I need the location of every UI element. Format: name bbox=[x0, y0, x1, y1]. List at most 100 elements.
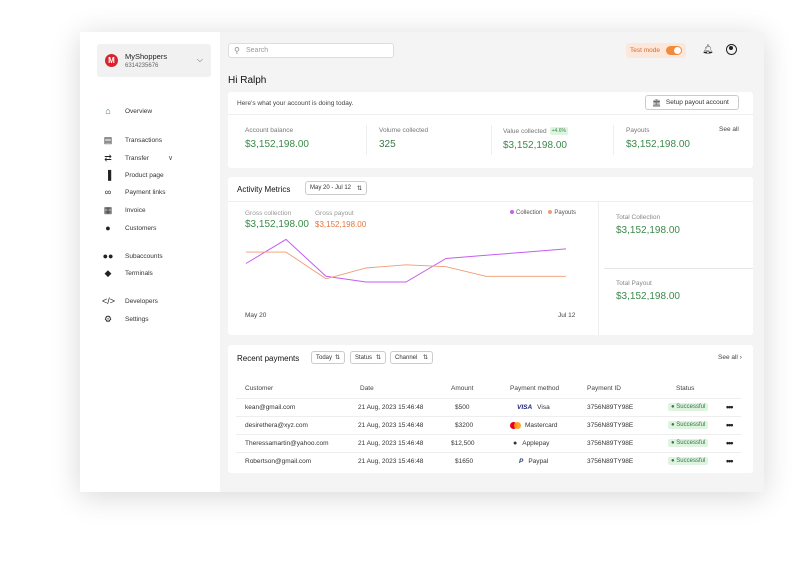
status-badge: ● Successful bbox=[668, 403, 709, 411]
legend-label: Collection bbox=[516, 210, 543, 216]
more-options-icon[interactable]: ••• bbox=[726, 456, 734, 466]
see-all-link[interactable]: See all bbox=[719, 126, 739, 133]
payment-method-label: Applepay bbox=[522, 440, 550, 447]
payment-method-label: Visa bbox=[537, 404, 550, 411]
layers-icon: ◆ bbox=[104, 267, 112, 278]
search-input[interactable]: ⚲ Search bbox=[228, 43, 394, 58]
bell-icon[interactable]: 🔔︎ bbox=[702, 44, 714, 54]
sidebar-item-subaccounts[interactable]: ●● Subaccounts bbox=[102, 249, 212, 263]
sidebar-item-label: Developers bbox=[125, 297, 158, 305]
filter-status[interactable]: Status ⇅ bbox=[350, 351, 386, 364]
test-mode-toggle[interactable]: Test mode bbox=[626, 43, 686, 58]
stat-label-row: Value collected +4.6% bbox=[503, 127, 568, 135]
series-line-payouts bbox=[246, 251, 566, 280]
sidebar-item-payment-links[interactable]: ∞ Payment links bbox=[102, 185, 212, 199]
sidebar-item-label: Product page bbox=[125, 171, 164, 179]
legend-item-collection: Collection bbox=[510, 210, 542, 216]
status-text: Successful bbox=[676, 440, 706, 446]
sort-arrows-icon: ⇅ bbox=[356, 185, 362, 192]
sidebar-item-label: Subaccounts bbox=[125, 252, 163, 260]
visa-logo: VISA bbox=[517, 404, 533, 411]
status-badge: ● Successful bbox=[668, 439, 709, 447]
filter-label: Today bbox=[316, 354, 333, 361]
stat-label: Volume collected bbox=[379, 127, 429, 134]
x-axis-label-end: Jul 12 bbox=[558, 312, 576, 319]
more-options-icon[interactable]: ••• bbox=[726, 420, 734, 430]
more-options-icon[interactable]: ••• bbox=[726, 438, 734, 448]
sort-arrows-icon: ⇅ bbox=[334, 355, 340, 361]
legend-item-payouts: Payouts bbox=[548, 210, 576, 216]
toggle-switch[interactable] bbox=[666, 46, 682, 55]
activity-metrics-card: Activity Metrics May 20 - Jul 12 ⇅ Gross… bbox=[228, 177, 753, 335]
code-icon: </> bbox=[102, 296, 116, 306]
apple-icon: ● bbox=[513, 440, 518, 447]
payment-date: 21 Aug, 2023 15:46:48 bbox=[358, 422, 424, 429]
total-payout: Total Payout $3,152,198.00 bbox=[616, 280, 680, 302]
paypal-icon: P bbox=[519, 458, 524, 465]
chart-legend: Collection Payouts bbox=[510, 210, 576, 216]
column-header: Payment ID bbox=[587, 385, 621, 392]
sidebar-item-label: Settings bbox=[125, 315, 149, 323]
date-range-select[interactable]: May 20 - Jul 12 ⇅ bbox=[305, 181, 367, 195]
sidebar-item-overview[interactable]: ⌂ Overview bbox=[102, 104, 212, 118]
filter-today[interactable]: Today ⇅ bbox=[311, 351, 345, 364]
gross-payout-value: $3,152,198.00 bbox=[315, 220, 367, 229]
table-row[interactable]: Theressamartin@yahoo.com 21 Aug, 2023 15… bbox=[236, 434, 741, 452]
divider bbox=[604, 268, 753, 269]
stat-value: $3,152,198.00 bbox=[245, 139, 309, 150]
total-collection: Total Collection $3,152,198.00 bbox=[616, 214, 680, 236]
sidebar-item-label: Terminals bbox=[125, 269, 153, 277]
sidebar-item-invoice[interactable]: ▦ Invoice bbox=[102, 203, 212, 217]
sidebar-item-transfer[interactable]: ⇄ Transfer ∨ bbox=[102, 151, 212, 165]
payment-method: VISA Visa bbox=[517, 404, 550, 411]
payment-id: 3756N89TY98E bbox=[587, 458, 634, 465]
table-row[interactable]: Robertson@gmail.com 21 Aug, 2023 15:46:4… bbox=[236, 452, 741, 470]
sidebar-item-developers[interactable]: </> Developers bbox=[102, 294, 212, 308]
filter-channel[interactable]: Channel ⇅ bbox=[390, 351, 433, 364]
sidebar-item-customers[interactable]: ● Customers bbox=[102, 221, 212, 235]
status-badge: ● Successful bbox=[668, 421, 709, 429]
sidebar-item-transactions[interactable]: ▤ Transactions bbox=[102, 133, 212, 147]
sidebar-item-settings[interactable]: ⚙ Settings bbox=[102, 312, 212, 326]
date-range-value: May 20 - Jul 12 bbox=[310, 185, 352, 191]
column-header: Amount bbox=[451, 385, 474, 392]
sidebar-item-label: Overview bbox=[125, 107, 153, 115]
see-all-label: See all bbox=[718, 354, 738, 361]
account-summary-card: Here's what your account is doing today.… bbox=[228, 92, 753, 168]
sidebar-item-label: Transactions bbox=[125, 136, 162, 144]
see-all-payments-link[interactable]: See all › bbox=[718, 354, 742, 361]
divider bbox=[491, 125, 492, 155]
setup-payout-button[interactable]: 🏛︎ Setup payout account bbox=[645, 95, 739, 110]
payment-date: 21 Aug, 2023 15:46:48 bbox=[358, 440, 424, 447]
org-switcher[interactable]: M MyShoppers 6314235676 ⌵ bbox=[97, 44, 211, 77]
payment-id: 3756N89TY98E bbox=[587, 404, 634, 411]
sidebar-item-label: Payment links bbox=[125, 188, 166, 196]
status-label: ● Successful bbox=[668, 457, 709, 465]
test-mode-label: Test mode bbox=[630, 47, 660, 54]
payment-amount: $500 bbox=[455, 404, 470, 411]
gross-payout-label: Gross payout bbox=[315, 210, 354, 217]
status-badge: ● Successful bbox=[668, 457, 709, 465]
stat-label: Value collected bbox=[503, 127, 547, 135]
stat-payouts: Payouts $3,152,198.00 bbox=[626, 127, 690, 157]
customer-email: Theressamartin@yahoo.com bbox=[245, 440, 329, 447]
stat-label: Payouts bbox=[626, 127, 650, 134]
divider bbox=[598, 201, 599, 335]
sidebar-item-label: Transfer bbox=[125, 154, 149, 162]
gross-payout: Gross payout $3,152,198.00 bbox=[315, 210, 366, 229]
table-row[interactable]: desirethera@xyz.com 21 Aug, 2023 15:46:4… bbox=[236, 416, 741, 434]
sidebar-item-terminals[interactable]: ◆ Terminals bbox=[102, 266, 212, 280]
customer-email: kean@gmail.com bbox=[245, 404, 296, 411]
user-avatar-icon[interactable] bbox=[726, 44, 737, 55]
sidebar-item-product-page[interactable]: ▐ Product page bbox=[102, 168, 212, 182]
stat-volume-collected: Volume collected 325 bbox=[379, 127, 428, 157]
legend-label: Payouts bbox=[554, 210, 577, 216]
more-options-icon[interactable]: ••• bbox=[726, 402, 734, 412]
people-icon: ●● bbox=[102, 251, 114, 261]
chevron-down-icon[interactable]: ⌵ bbox=[196, 55, 203, 64]
table-row[interactable]: kean@gmail.com 21 Aug, 2023 15:46:48 $50… bbox=[236, 398, 741, 416]
divider bbox=[228, 201, 753, 202]
chevron-down-icon[interactable]: ∨ bbox=[168, 155, 174, 162]
status-label: ● Successful bbox=[668, 421, 709, 429]
sort-arrows-icon: ⇅ bbox=[422, 355, 428, 361]
